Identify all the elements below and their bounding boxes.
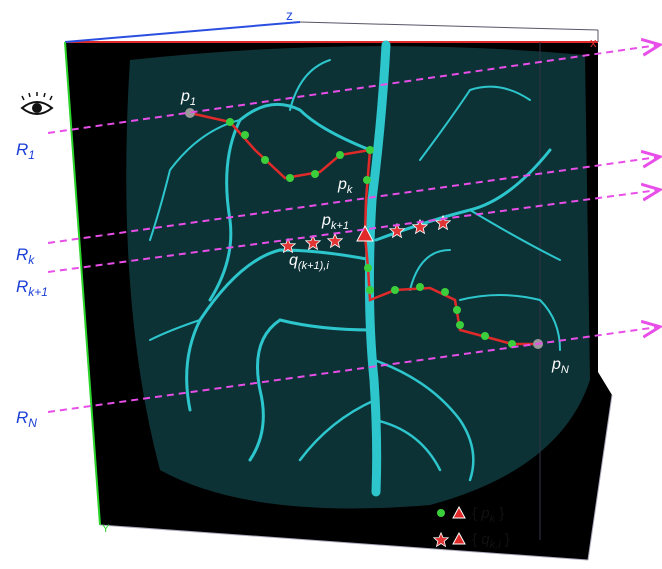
point-label: p1 xyxy=(180,88,196,108)
label-sub: 1 xyxy=(28,148,35,162)
legend-label: { qk,i } xyxy=(472,531,510,551)
x-axis-label: x xyxy=(590,35,597,50)
current-point xyxy=(356,224,374,242)
label-close: } xyxy=(495,505,504,522)
label-sub: (k+1),i xyxy=(298,260,329,272)
y-axis-line xyxy=(64,41,101,526)
label-base: R xyxy=(16,245,28,264)
label-sub: k+1 xyxy=(28,285,48,299)
ray xyxy=(47,157,658,244)
label-base: q xyxy=(481,531,490,548)
ray-label: R1 xyxy=(16,140,35,162)
label-base: R xyxy=(16,277,28,296)
label-base: p xyxy=(180,88,190,105)
label-base: p xyxy=(551,356,561,373)
label-sub: k,i xyxy=(490,539,502,551)
label-open: { xyxy=(472,531,481,548)
label-base: p xyxy=(480,505,489,522)
eye-icon xyxy=(20,92,54,115)
start-point xyxy=(185,108,195,118)
y-axis-label: Y xyxy=(102,523,110,535)
point-label: pN xyxy=(551,356,569,376)
label-sub: N xyxy=(561,364,569,376)
label-sub: 1 xyxy=(190,96,196,108)
z-axis-label: z xyxy=(286,7,293,23)
label-base: p xyxy=(321,212,331,229)
ray-label: Rk+1 xyxy=(16,277,48,299)
ray-label: Rk xyxy=(16,245,35,267)
point-label: q(k+1),i xyxy=(289,252,329,272)
label-close: } xyxy=(501,531,510,548)
label-base: q xyxy=(289,252,298,269)
label-open: { xyxy=(472,505,481,522)
label-sub: k xyxy=(28,253,35,267)
legend: { pk } { qk,i } xyxy=(433,505,510,551)
ray-label: RN xyxy=(16,408,37,430)
point-label: pk+1 xyxy=(321,212,349,232)
label-base: p xyxy=(337,176,347,193)
tissue xyxy=(126,46,590,509)
traced-path xyxy=(189,111,538,346)
label-sub: k+1 xyxy=(331,220,349,232)
label-sub: N xyxy=(28,416,37,430)
box-edge xyxy=(299,21,599,31)
path-points xyxy=(226,118,516,348)
z-axis-line xyxy=(64,21,301,43)
label-sub: k xyxy=(347,184,353,196)
ray xyxy=(47,45,658,134)
label-sub: k xyxy=(490,513,496,525)
box-edge xyxy=(587,394,613,561)
point-label: pk xyxy=(337,176,353,196)
label-base: R xyxy=(16,140,28,159)
label-base: R xyxy=(16,408,28,427)
box-edge xyxy=(99,524,589,561)
legend-label: { pk } xyxy=(472,505,504,525)
ray xyxy=(47,327,658,413)
ray xyxy=(47,190,658,273)
